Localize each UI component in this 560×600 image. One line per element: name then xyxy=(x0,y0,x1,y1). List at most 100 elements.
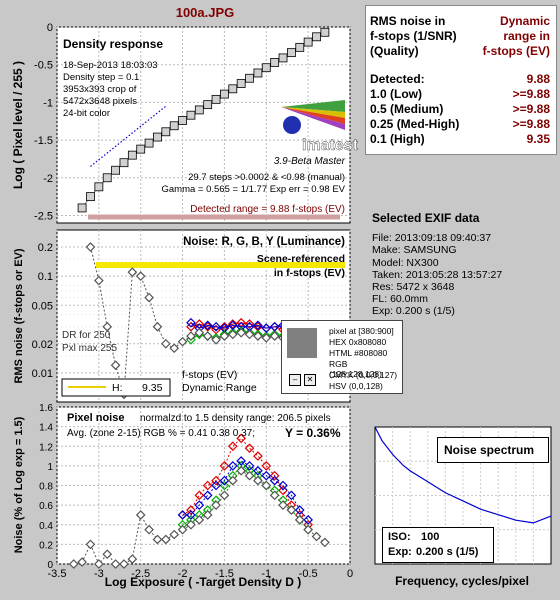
h-label: H: xyxy=(112,382,123,394)
pixel-ylabel: Noise (% of Log exp = 1.5) xyxy=(13,416,25,553)
spectrum-xlabel: Frequency, cycles/pixel xyxy=(395,574,529,588)
density-info-line: 24-bit color xyxy=(63,108,110,119)
pixel-point-y xyxy=(110,559,121,569)
pixel-y-value: Y = 0.36% xyxy=(285,426,341,440)
pixel-info-line: CMYK (0,0,0,127) xyxy=(329,370,398,380)
pixel-point-r xyxy=(227,441,238,452)
rms-row-label: 0.25 (Med-High) xyxy=(370,117,460,131)
noise-point-y xyxy=(127,267,138,277)
pixel-ytick: 1 xyxy=(47,462,53,473)
noise-ytick: 0.01 xyxy=(32,368,53,380)
density-stats-line: 29.7 steps >0.0002 & <0.98 (manual) xyxy=(188,172,345,183)
noise-point-y xyxy=(144,292,154,303)
pixel-ytick: 0 xyxy=(47,560,53,571)
pixel-ytick: 0.6 xyxy=(39,501,53,512)
rms-row: 0.1 (High) 9.35 xyxy=(370,132,550,148)
exif-panel: Selected EXIF data File: 2013:09:18 09:4… xyxy=(372,212,502,318)
density-point xyxy=(278,53,288,63)
noise-point-b xyxy=(261,323,272,334)
noise-point-r xyxy=(186,321,196,332)
noise-point-y xyxy=(227,329,238,340)
close-button[interactable]: ✕ xyxy=(304,374,316,386)
rms-row-value: >=9.88 xyxy=(512,87,550,101)
pixel-point-y xyxy=(269,490,280,501)
density-point xyxy=(253,68,263,78)
pixel-info-line: HSV (0,0,128) xyxy=(329,381,383,391)
pixel-point-b xyxy=(244,461,255,471)
minimize-button[interactable]: – xyxy=(289,374,301,386)
rms-row-label: 1.0 (Low) xyxy=(370,87,423,101)
dr-header-line: range in xyxy=(503,29,550,43)
noise-point-y xyxy=(211,334,221,345)
noise-yticks: 0.2 0.1 0.05 0.02 0.01 xyxy=(32,242,53,380)
density-point xyxy=(102,173,112,183)
pixel-ytick: 1.6 xyxy=(39,403,53,414)
pixel-point-r xyxy=(269,470,280,481)
density-point xyxy=(86,192,95,202)
pixel-point-y xyxy=(253,475,263,486)
density-point xyxy=(94,182,104,192)
imatest-logo: imatest xyxy=(281,100,359,154)
pixel-point-y xyxy=(303,524,313,535)
noise-point-y xyxy=(169,343,180,354)
rms-dynamic-range-panel: RMS noise in f-stops (1/SNR) (Quality) D… xyxy=(365,5,557,155)
pixel-xtick: -2.5 xyxy=(131,568,150,580)
density-point xyxy=(245,73,254,83)
density-info-line: Density step = 0.1 xyxy=(63,72,139,83)
noise-title: Noise: R, G, B, Y (Luminance) xyxy=(183,236,345,248)
density-ytick: -1 xyxy=(43,97,53,109)
pixel-normalized: normalzd to 1.5 density range: 206.5 pix… xyxy=(140,413,331,424)
pixel-point-r xyxy=(244,443,255,454)
density-point xyxy=(144,138,154,148)
noise-ytick: 0.2 xyxy=(38,242,53,254)
dr-header-line: f-stops (EV) xyxy=(482,44,550,58)
pixel-info-line: HTML #808080 xyxy=(329,348,388,358)
exif-line: Model: NX300 xyxy=(372,256,439,269)
density-info-line: 3953x393 crop of xyxy=(63,84,137,95)
pixel-point-b xyxy=(194,500,205,510)
density-point xyxy=(169,121,179,131)
pixel-point-b xyxy=(227,461,238,471)
pixel-point-r xyxy=(219,461,230,471)
pixel-grid xyxy=(56,406,351,565)
pixel-inspector-popup[interactable]: pixel at [380:900] HEX 0x808080 HTML #80… xyxy=(281,320,403,394)
pixel-point-r xyxy=(261,461,272,471)
noise-point-y xyxy=(253,331,263,341)
pixel-series-r xyxy=(182,437,309,526)
pixel-point-r xyxy=(186,505,196,515)
noise-point-y xyxy=(160,338,171,349)
pixel-point-y xyxy=(77,557,87,567)
pixel-point-y xyxy=(186,519,196,530)
rms-row: 1.0 (Low) >=9.88 xyxy=(370,87,550,103)
pixel-title: Pixel noise xyxy=(67,412,124,424)
density-ytick: -1.5 xyxy=(34,135,53,147)
dr-header-line: Dynamic xyxy=(499,14,550,28)
h-box xyxy=(61,378,171,397)
h-value: 9.35 xyxy=(142,382,163,394)
pixel-point-y xyxy=(219,490,230,501)
pixel-point-b xyxy=(278,480,288,491)
pixel-point-y xyxy=(119,559,129,569)
pixel-point-b xyxy=(253,465,263,476)
noise-ytick: 0.02 xyxy=(32,339,53,351)
density-yticks: 0 -0.5 -1 -1.5 -2 -2.5 xyxy=(34,22,53,222)
density-point xyxy=(186,110,196,120)
pixel-ytick: 1.4 xyxy=(39,423,53,434)
pixel-point-y xyxy=(261,480,272,491)
pixel-point-y xyxy=(286,505,297,515)
exp-value: 0.200 s (1/5) xyxy=(416,546,479,558)
dr-header: Dynamic range in f-stops (EV) xyxy=(483,14,550,59)
pixel-xtick: -1.5 xyxy=(215,568,234,580)
pixel-point-y xyxy=(194,514,205,525)
rms-row-value: >=9.88 xyxy=(512,117,550,131)
pixel-point-y xyxy=(68,559,79,569)
pixel-xtick: -3 xyxy=(94,568,104,580)
density-point xyxy=(111,165,120,175)
noise-point-y xyxy=(177,336,188,347)
rms-row: 0.25 (Med-High) >=9.88 xyxy=(370,117,550,133)
rms-row-value: >=9.88 xyxy=(512,102,550,116)
pixel-point-r xyxy=(236,433,247,444)
noise-point-b xyxy=(211,321,221,332)
noise-point-y xyxy=(94,275,104,286)
density-point xyxy=(194,105,204,115)
